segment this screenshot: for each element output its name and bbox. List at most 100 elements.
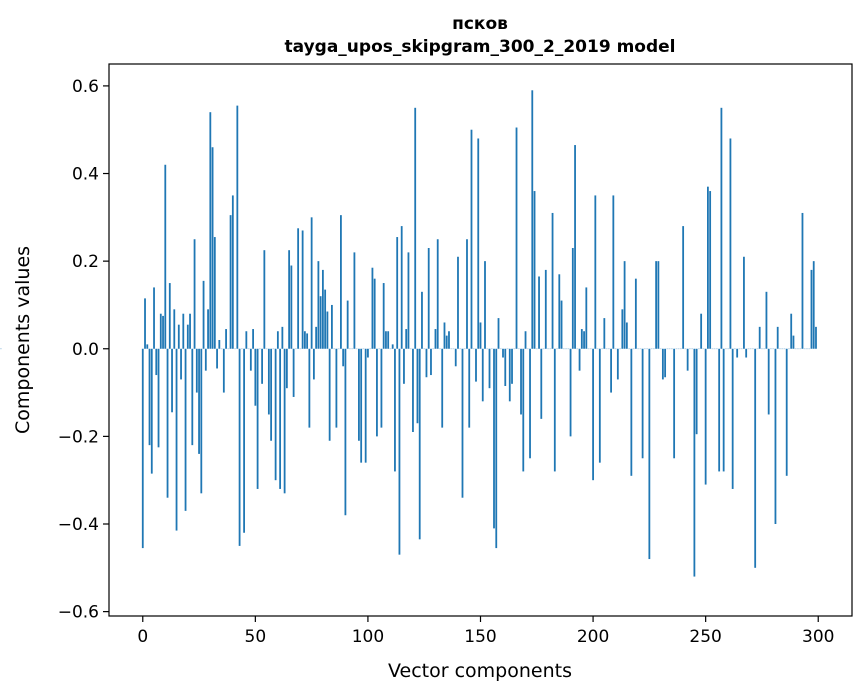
bar-component-74 bbox=[308, 348, 311, 428]
bar-component-297 bbox=[810, 269, 813, 349]
bar-component-289 bbox=[792, 335, 795, 349]
bar-component-22 bbox=[191, 348, 194, 446]
bar-component-45 bbox=[243, 348, 245, 533]
bar-component-73 bbox=[306, 333, 309, 349]
bar-component-10 bbox=[164, 164, 167, 349]
bar-component-89 bbox=[342, 348, 345, 367]
bar-component-152 bbox=[484, 261, 486, 349]
bar-component-261 bbox=[729, 138, 732, 349]
bar-component-190 bbox=[569, 348, 572, 437]
bar-component-17 bbox=[180, 348, 182, 380]
bar-component-37 bbox=[225, 329, 227, 349]
bar-component-9 bbox=[162, 315, 164, 349]
bar-component-115 bbox=[400, 226, 403, 349]
bar-component-71 bbox=[301, 230, 304, 349]
bar-component-81 bbox=[324, 289, 327, 349]
bar-component-154 bbox=[488, 348, 491, 389]
y-tick-label: 0.4 bbox=[72, 165, 99, 185]
bar-component-149 bbox=[477, 138, 480, 349]
bar-component-236 bbox=[673, 348, 676, 459]
bar-component-172 bbox=[529, 348, 531, 459]
bar-component-99 bbox=[364, 348, 367, 463]
bar-component-250 bbox=[704, 348, 707, 485]
bar-component-21 bbox=[189, 313, 191, 349]
bar-component-203 bbox=[598, 348, 601, 463]
bar-component-131 bbox=[436, 239, 439, 349]
bar-component-18 bbox=[182, 313, 185, 349]
bar-component-151 bbox=[481, 348, 484, 402]
bar-component-252 bbox=[709, 191, 712, 349]
bar-component-118 bbox=[407, 252, 410, 349]
bar-component-60 bbox=[276, 331, 279, 349]
bar-component-72 bbox=[303, 331, 306, 349]
chart-subtitle: tayga_upos_skipgram_300_2_2019 model bbox=[285, 37, 676, 57]
bar-component-201 bbox=[594, 195, 597, 349]
bar-component-264 bbox=[736, 348, 739, 358]
bar-component-94 bbox=[353, 252, 356, 349]
bar-component-214 bbox=[623, 261, 626, 349]
bar-component-91 bbox=[346, 300, 349, 349]
x-tick-label: 300 bbox=[802, 627, 834, 647]
bar-component-179 bbox=[544, 269, 547, 349]
bar-component-54 bbox=[263, 250, 266, 349]
bar-component-251 bbox=[707, 186, 709, 349]
bar-component-90 bbox=[344, 348, 347, 516]
bar-component-182 bbox=[551, 212, 554, 349]
bar-component-102 bbox=[371, 267, 374, 349]
bar-component-16 bbox=[177, 324, 180, 349]
x-axis-label: Vector components bbox=[388, 660, 572, 682]
bar-component-211 bbox=[616, 348, 619, 380]
bar-component-2 bbox=[146, 344, 149, 349]
bar-component-49 bbox=[252, 329, 254, 349]
bar-component-246 bbox=[695, 348, 698, 435]
bar-component-34 bbox=[218, 340, 221, 349]
bar-component-176 bbox=[538, 276, 540, 349]
bar-component-3 bbox=[148, 348, 151, 446]
bar-component-20 bbox=[186, 324, 189, 349]
bar-component-183 bbox=[553, 348, 556, 472]
x-tick-label: 250 bbox=[689, 627, 721, 647]
bar-component-23 bbox=[193, 239, 196, 349]
bar-component-174 bbox=[533, 191, 536, 349]
bar-component-53 bbox=[261, 348, 263, 384]
bar-component-142 bbox=[461, 348, 464, 498]
bar-component-5 bbox=[153, 287, 155, 349]
bar-component-31 bbox=[211, 147, 214, 349]
bar-component-282 bbox=[776, 326, 779, 349]
bar-component-0 bbox=[141, 348, 144, 549]
bar-component-11 bbox=[166, 348, 169, 498]
bar-component-158 bbox=[497, 318, 500, 349]
bar-component-192 bbox=[574, 145, 576, 349]
bar-component-173 bbox=[531, 90, 534, 349]
bar-component-225 bbox=[648, 348, 651, 560]
bar-component-164 bbox=[511, 348, 513, 384]
bar-component-139 bbox=[454, 348, 457, 367]
x-tick-label: 150 bbox=[464, 627, 496, 647]
bar-component-80 bbox=[321, 269, 324, 349]
bar-component-267 bbox=[743, 256, 745, 349]
bar-component-43 bbox=[238, 348, 241, 546]
bar-component-4 bbox=[150, 348, 153, 474]
bar-component-262 bbox=[731, 348, 734, 489]
bar-component-113 bbox=[396, 237, 399, 349]
bar-component-100 bbox=[367, 348, 369, 358]
bar-component-128 bbox=[430, 348, 432, 376]
bar-component-109 bbox=[387, 331, 390, 349]
bar-component-134 bbox=[443, 322, 446, 349]
bar-component-32 bbox=[213, 237, 216, 349]
bar-component-116 bbox=[403, 348, 405, 384]
bar-component-24 bbox=[195, 348, 198, 393]
bar-component-195 bbox=[580, 329, 583, 349]
bar-component-258 bbox=[722, 348, 725, 472]
bar-component-272 bbox=[754, 348, 757, 568]
bar-component-242 bbox=[686, 348, 689, 371]
bar-component-15 bbox=[175, 348, 178, 531]
bar-component-194 bbox=[578, 348, 581, 371]
bar-component-67 bbox=[292, 348, 295, 397]
bar-component-65 bbox=[288, 250, 291, 349]
bar-component-298 bbox=[812, 261, 815, 349]
bar-component-136 bbox=[448, 331, 450, 349]
bar-component-219 bbox=[634, 278, 637, 349]
bar-component-196 bbox=[583, 331, 585, 349]
bar-component-77 bbox=[315, 326, 318, 349]
